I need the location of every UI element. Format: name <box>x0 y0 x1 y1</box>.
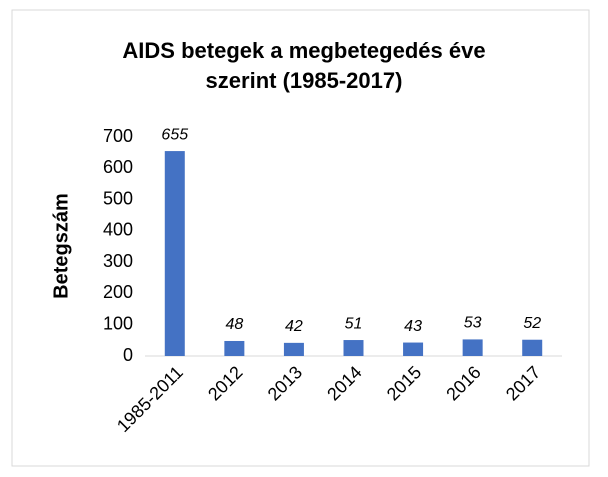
bar <box>224 340 245 356</box>
y-tick-label: 200 <box>103 282 133 302</box>
bar <box>403 342 424 356</box>
bar <box>522 339 543 356</box>
value-label: 42 <box>285 318 303 335</box>
y-tick-label: 700 <box>103 126 133 146</box>
y-axis-label: Betegszám <box>50 193 72 299</box>
value-label: 51 <box>345 315 363 332</box>
value-label: 52 <box>523 315 541 332</box>
chart-title: AIDS betegek a megbetegedés éve szerint … <box>122 38 486 93</box>
y-tick-label: 500 <box>103 188 133 208</box>
bar <box>462 339 483 356</box>
bar <box>343 340 364 356</box>
y-tick-label: 600 <box>103 157 133 177</box>
value-label: 53 <box>464 315 482 332</box>
value-label: 48 <box>225 316 243 333</box>
y-tick-label: 400 <box>103 220 133 240</box>
y-tick-label: 300 <box>103 251 133 271</box>
value-label: 655 <box>161 126 188 143</box>
bar <box>283 342 304 356</box>
y-tick-label: 0 <box>123 345 133 365</box>
chart-border <box>11 9 590 467</box>
bar <box>164 151 185 356</box>
y-tick-label: 100 <box>103 313 133 333</box>
value-label: 43 <box>404 318 422 335</box>
